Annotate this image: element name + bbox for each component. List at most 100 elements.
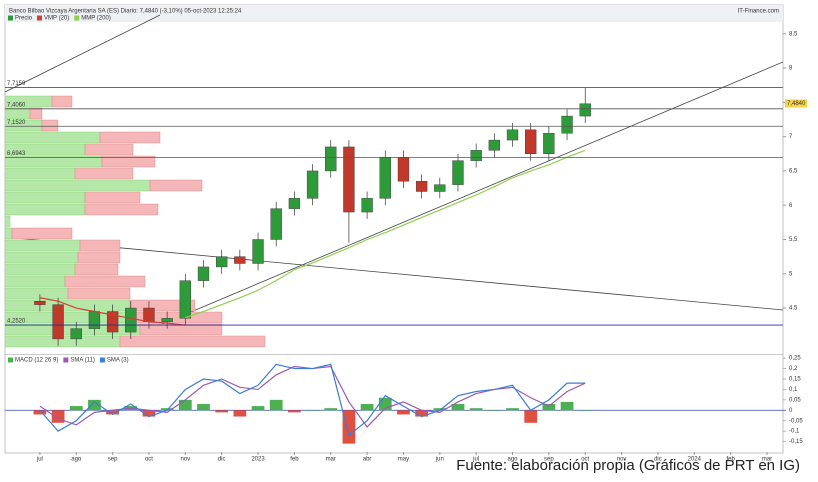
candle-body (88, 311, 101, 329)
x-tick-label: 2024 (688, 457, 702, 463)
series-line (39, 363, 586, 437)
volume-sell (11, 227, 73, 240)
x-tick-label: mar (762, 457, 772, 463)
x-tick-label: oct (581, 457, 589, 463)
macd-bar (178, 399, 192, 411)
macd-bar (88, 399, 101, 411)
volume-buy (5, 227, 13, 240)
volume-sell (139, 323, 223, 336)
trendline (5, 14, 161, 93)
candle-body (470, 150, 482, 161)
header-source: IT-Finance.com (738, 9, 779, 15)
level-label: 4,2520 (7, 319, 26, 325)
y-tick-label: 5 (789, 271, 793, 277)
macd-bar (69, 406, 83, 411)
y-tick-label: 6 (789, 203, 793, 209)
volume-sell (41, 119, 59, 132)
x-tick-label: feb (290, 457, 299, 463)
candle-body (252, 239, 264, 264)
volume-buy (5, 299, 131, 312)
y-tick-label: 6,5 (789, 169, 798, 175)
macd-bar (469, 408, 483, 411)
candle-body (216, 256, 228, 268)
macd-bar (324, 408, 338, 411)
candle-body (106, 311, 119, 333)
candle-body (488, 139, 500, 151)
macd-bar (542, 404, 556, 411)
candle-body (452, 160, 464, 185)
candle-body (52, 304, 64, 340)
y-tick-label: 0,2 (789, 366, 798, 372)
trendlines (5, 14, 783, 326)
candle-body (506, 129, 519, 141)
candle-body (197, 266, 210, 281)
y-tick-label: 4,5 (789, 306, 798, 312)
last-price-box (785, 99, 807, 108)
x-tick-label: mar (326, 457, 336, 463)
volume-sell (29, 107, 43, 120)
volume-buy (5, 287, 69, 300)
macd-bar (415, 410, 428, 417)
y-tick-label: 0 (789, 408, 793, 414)
level-label: 6,6943 (7, 151, 26, 157)
last-price-label: 7,4840 (787, 101, 806, 107)
macd-bar (578, 410, 592, 411)
legend-swatch (99, 357, 105, 363)
candle-body (397, 157, 410, 182)
candle-body (306, 170, 319, 199)
volume-sell (101, 155, 156, 168)
candle-body (343, 146, 355, 213)
candle-body (415, 181, 428, 192)
volume-buy (5, 203, 86, 216)
y-tick-label: 5,5 (789, 237, 798, 243)
volume-sell (77, 251, 121, 264)
series-line (39, 297, 186, 326)
x-tick-label: feb (726, 457, 735, 463)
volume-sell (84, 191, 141, 204)
volume-buy (5, 263, 76, 276)
volume-sell (79, 239, 121, 252)
y-tick-label: 0,15 (789, 377, 801, 383)
candle-body (379, 157, 391, 199)
caption: Fuente: elaboración propia (Gráficos de … (456, 457, 800, 474)
x-tick-label: jun (435, 457, 444, 463)
volume-sell (64, 275, 146, 288)
legend-label: SMA (11) (70, 358, 95, 364)
level-label: 7,4060 (7, 102, 26, 108)
macd-bar (142, 410, 156, 417)
volume-sell (149, 179, 203, 192)
legend-swatch (8, 15, 13, 21)
y-tick-label: -0,1 (789, 429, 800, 435)
macd-bar (33, 410, 47, 415)
legend-swatch (74, 15, 80, 21)
legend-label: MACD (12 26 9) (15, 358, 58, 364)
x-tick-label: 2023 (251, 457, 265, 463)
x-tick-label: jul (36, 457, 43, 463)
candle-body (70, 328, 82, 340)
trendline (5, 236, 783, 311)
x-tick-label: abr (363, 457, 372, 463)
legend-label: MMP (200) (81, 16, 111, 22)
candle-body (125, 307, 137, 333)
x-tick-label: sep (108, 457, 118, 463)
macd-bar (451, 404, 465, 411)
volume-sell (119, 335, 266, 348)
x-tick-label: oct (145, 457, 153, 463)
volume-sell (74, 167, 134, 180)
macd-bar (251, 406, 265, 411)
candle-body (561, 115, 573, 134)
macd-bar (288, 410, 301, 413)
x-tick-label: dic (218, 457, 226, 463)
legend-swatch (8, 357, 13, 363)
volume-buy (5, 167, 76, 180)
volume-buy (5, 239, 81, 252)
volume-sell (99, 131, 161, 144)
candle-body (543, 133, 555, 154)
y-tick-label: -0,05 (789, 418, 803, 424)
volume-sell (84, 143, 134, 156)
header-title: Banco Bilbao Vizcaya Argentaria SA (ES) … (9, 9, 242, 15)
x-tick-label: nov (617, 457, 627, 463)
y-tick-label: 8,5 (789, 31, 798, 37)
candle-body (579, 103, 591, 117)
x-tick-label: ago (71, 457, 82, 463)
